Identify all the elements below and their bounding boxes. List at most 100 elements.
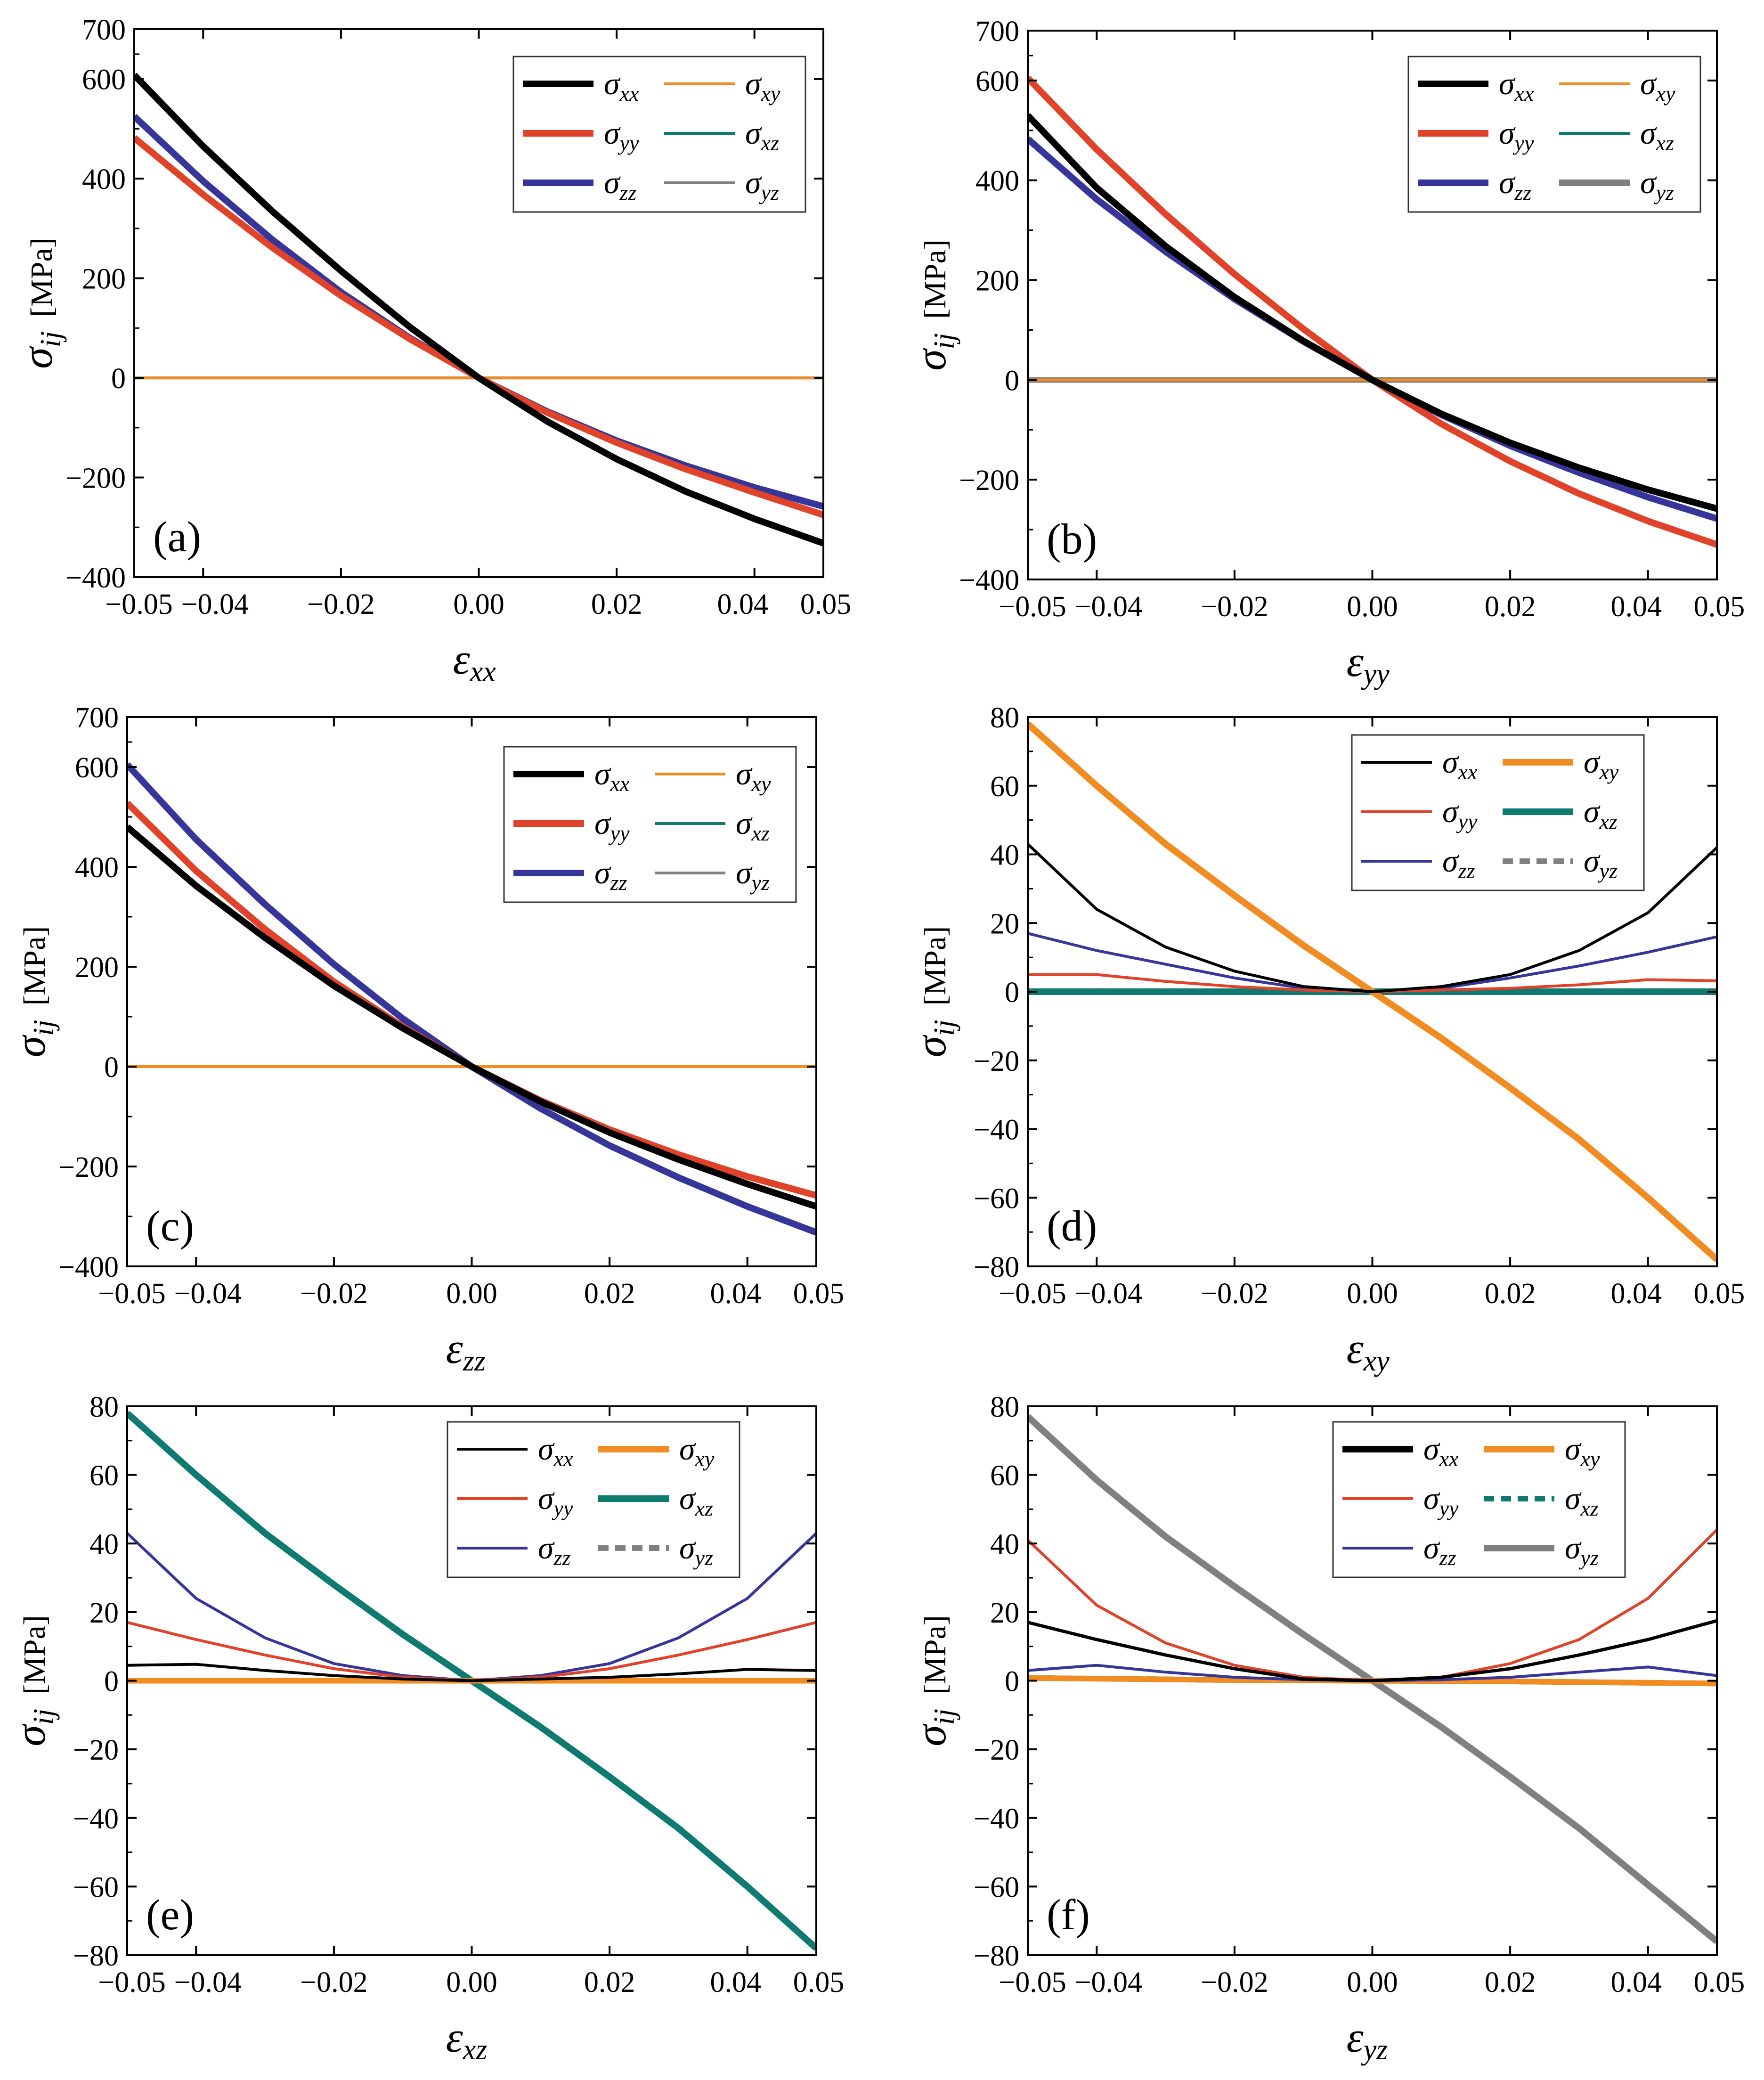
chart-panel-a: −0.05 −0.04 −0.02 0.00 0.02 0.04 0.05 −400 −200 0…	[13, 14, 851, 688]
x-tick-label: 0.04	[1610, 1278, 1662, 1310]
chart-panel-f: −0.05 −0.04 −0.02 0.00 0.02 0.04 0.05 −80 −60 −40…	[907, 1391, 1745, 2066]
x-tick-label: 0.02	[1485, 1966, 1536, 1998]
y-tick-label: −400	[959, 564, 1019, 596]
legend-label-sigma-xz: σxz	[1565, 1480, 1599, 1520]
legend-label-sigma-yz: σyz	[679, 1530, 713, 1570]
y-tick-label: −60	[974, 1871, 1019, 1903]
legend-label-sigma-xz: σxz	[1640, 115, 1674, 155]
x-tick-label: −0.05	[105, 588, 172, 620]
legend: σxx σyy σzz σxy σxz σyz	[447, 1421, 740, 1578]
x-tick-label: −0.04	[1075, 1278, 1142, 1310]
y-tick-label: −60	[974, 1183, 1019, 1215]
legend: σxx σyy σzz σxy σxz σyz	[1332, 1421, 1626, 1578]
panel-label: (c)	[146, 1202, 194, 1250]
y-tick-label: −80	[73, 1940, 119, 1972]
legend-label-sigma-yz: σyz	[736, 855, 770, 895]
y-tick-label: 80	[89, 1391, 119, 1423]
legend-label-sigma-yy: σyy	[1442, 793, 1478, 833]
y-axis-label: σij[MPa]	[6, 1615, 60, 1746]
x-tick-label: 0.05	[1694, 591, 1745, 623]
series-group	[1028, 721, 1717, 1262]
x-tick-label: 0.02	[584, 1278, 635, 1310]
y-axis-label: σij[MPa]	[907, 239, 960, 370]
legend-label-sigma-xz: σxz	[745, 115, 779, 155]
y-tick-label: 600	[75, 752, 119, 784]
y-tick-label: 0	[1005, 1666, 1019, 1698]
y-tick-label: −80	[974, 1940, 1019, 1972]
series-line-sigma-xx	[127, 1663, 816, 1682]
x-axis-label: εxy	[1347, 1324, 1390, 1377]
panel-label: (b)	[1047, 515, 1097, 563]
legend-label-sigma-xy: σxy	[679, 1431, 715, 1471]
legend-label-sigma-xx: σxx	[1499, 65, 1534, 106]
legend-label-sigma-zz: σzz	[1499, 164, 1531, 204]
legend-label-sigma-xy: σxy	[736, 756, 771, 796]
y-tick-label: 80	[990, 702, 1019, 734]
y-tick-label: 40	[990, 840, 1019, 872]
y-tick-label: −400	[58, 1251, 119, 1283]
y-tick-label: 700	[75, 702, 119, 734]
legend-label-sigma-xx: σxx	[538, 1431, 573, 1471]
legend-label-sigma-yy: σyy	[604, 115, 639, 155]
x-axis-label: εyy	[1347, 637, 1390, 690]
y-tick-label: −60	[73, 1871, 119, 1903]
y-tick-label: 200	[975, 265, 1019, 297]
y-tick-label: 700	[975, 16, 1019, 48]
y-tick-label: 0	[104, 1052, 119, 1084]
legend-label-sigma-xy: σxy	[1584, 744, 1619, 784]
x-tick-label: −0.05	[999, 591, 1066, 623]
legend-label-sigma-zz: σzz	[594, 855, 627, 895]
series-line-sigma-xx	[1028, 843, 1717, 993]
y-tick-label: 0	[1005, 365, 1019, 397]
y-tick-label: 40	[990, 1528, 1019, 1560]
legend-label-sigma-xy: σxy	[1565, 1431, 1600, 1471]
x-tick-label: −0.05	[999, 1966, 1066, 1998]
legend-label-sigma-zz: σzz	[1423, 1530, 1456, 1570]
x-tick-label: 0.02	[1485, 1278, 1536, 1310]
x-tick-label: −0.04	[174, 1278, 242, 1310]
legend: σxx σyy σzz σxy σxz σyz	[1407, 56, 1701, 213]
x-tick-label: 0.02	[1485, 591, 1536, 623]
chart-panel-e: −0.05 −0.04 −0.02 0.00 0.02 0.04 0.05 −80 −60 −40…	[6, 1391, 844, 2066]
x-tick-label: 0.00	[1347, 1278, 1398, 1310]
y-axis-label: σij[MPa]	[907, 926, 960, 1057]
y-tick-label: 400	[82, 163, 126, 196]
x-tick-label: 0.00	[1347, 1966, 1398, 1998]
x-tick-label: 0.04	[1610, 1966, 1662, 1998]
x-tick-label: −0.02	[1201, 1278, 1268, 1310]
x-axis-label: εxx	[453, 635, 496, 688]
x-tick-label: −0.05	[98, 1278, 165, 1310]
x-axis-label: εzz	[446, 1324, 486, 1377]
x-tick-label: −0.02	[300, 1966, 367, 1998]
legend-label-sigma-yz: σyz	[1565, 1530, 1599, 1570]
y-tick-label: 20	[990, 1597, 1019, 1629]
y-tick-label: 40	[89, 1528, 119, 1560]
y-tick-label: −80	[974, 1251, 1019, 1283]
x-tick-label: 0.05	[793, 1966, 845, 1998]
legend-label-sigma-xx: σxx	[604, 65, 639, 106]
y-tick-label: −200	[65, 463, 126, 495]
y-tick-label: 20	[990, 908, 1019, 940]
x-tick-label: 0.04	[1610, 591, 1662, 623]
series-line-sigma-xx	[1028, 1619, 1717, 1682]
x-tick-label: 0.00	[1347, 591, 1398, 623]
x-tick-label: 0.04	[710, 1278, 761, 1310]
legend-label-sigma-yz: σyz	[745, 164, 779, 204]
legend: σxx σyy σzz σxy σxz σyz	[1351, 734, 1645, 891]
legend: σxx σyy σzz σxy σxz σyz	[503, 746, 797, 903]
legend-label-sigma-xy: σxy	[745, 65, 780, 106]
x-tick-label: 0.05	[800, 588, 852, 620]
y-tick-label: −40	[974, 1114, 1019, 1146]
y-tick-label: 80	[990, 1391, 1019, 1423]
series-group	[127, 762, 816, 1236]
x-tick-label: 0.00	[446, 1966, 497, 1998]
y-tick-label: 600	[975, 65, 1019, 98]
x-axis-label: εyz	[1347, 2013, 1388, 2066]
x-tick-label: −0.04	[1075, 1966, 1142, 1998]
x-tick-label: −0.02	[1201, 1966, 1268, 1998]
y-tick-label: −20	[974, 1045, 1019, 1077]
x-axis-label: εxz	[446, 2013, 488, 2066]
panel-label: (a)	[153, 513, 201, 561]
series-group	[134, 73, 823, 547]
